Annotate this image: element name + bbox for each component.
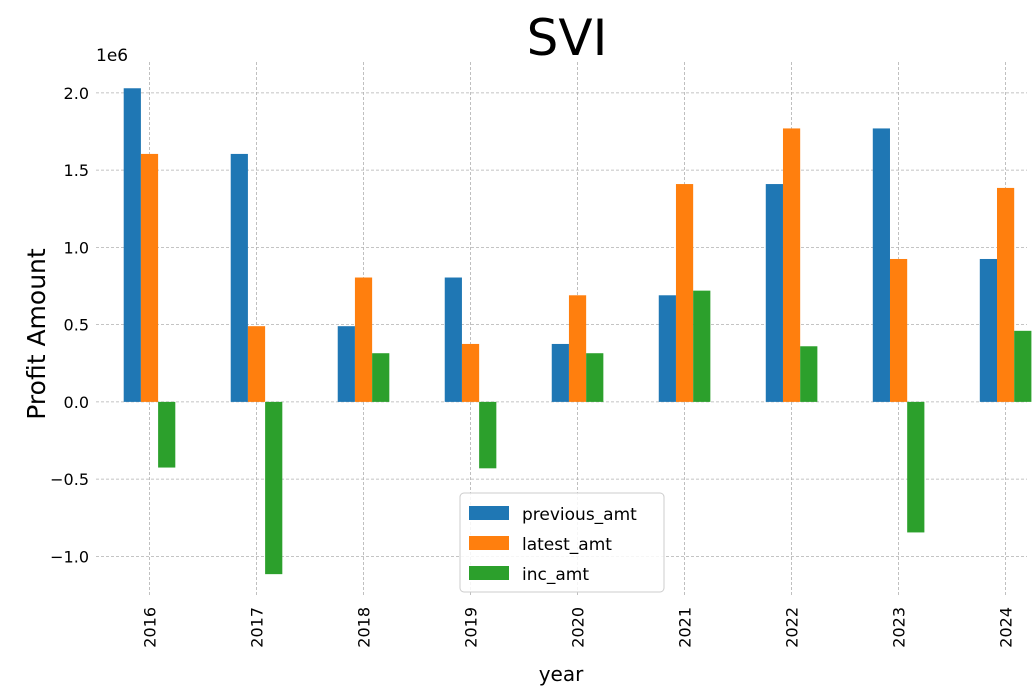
bar-previous_amt-2024 [979,258,997,402]
y-tick-label: 2.0 [64,84,89,103]
x-tick-label: 2018 [355,607,374,648]
y-axis-ticks: 2.0 1.5 1.0 0.5 0.0 −0.5 −1.0 [50,84,89,566]
bar-latest_amt-2024 [996,187,1015,402]
x-axis-label: year [539,662,584,686]
x-tick-label: 2024 [997,607,1016,648]
bar-inc_amt-2017 [265,401,283,575]
x-tick-label: 2017 [248,607,267,648]
x-tick-label: 2023 [890,607,909,648]
legend-swatch-inc_amt [469,566,509,580]
legend-label-latest_amt: latest_amt [522,535,612,555]
chart-title: SVI [527,9,608,67]
bar-latest_amt-2019 [461,343,480,402]
x-tick-label: 2022 [783,607,802,648]
bar-inc_amt-2019 [479,401,497,469]
legend-swatch-latest_amt [469,536,509,550]
bar-inc_amt-2023 [907,401,925,533]
bar-inc_amt-2020 [586,353,604,402]
bar-previous_amt-2020 [551,343,569,402]
legend-label-previous_amt: previous_amt [522,505,637,525]
x-axis-ticks: 2016 2017 2018 2019 2020 2021 2022 2023 2024 [141,607,1016,648]
bar-latest_amt-2017 [247,326,266,402]
bar-previous_amt-2017 [230,153,248,402]
y-tick-label: 0.5 [64,316,89,335]
bar-inc_amt-2021 [693,290,711,402]
bar-latest_amt-2021 [675,184,694,402]
x-tick-label: 2019 [462,607,481,648]
bar-previous_amt-2022 [765,184,783,402]
y-tick-label: 1.5 [64,161,89,180]
bar-inc_amt-2018 [372,353,390,402]
bar-previous_amt-2019 [444,277,462,402]
bar-latest_amt-2016 [140,153,159,402]
bars [123,88,1032,575]
bar-latest_amt-2020 [568,295,587,402]
y-tick-label: −0.5 [50,470,89,489]
y-tick-label: 1.0 [64,238,89,257]
legend-swatch-previous_amt [469,506,509,520]
bar-previous_amt-2016 [123,88,141,402]
y-tick-label: 0.0 [64,393,89,412]
bar-latest_amt-2023 [889,258,908,402]
x-tick-label: 2020 [569,607,588,648]
y-axis-offset-label: 1e6 [96,46,128,66]
bar-inc_amt-2016 [158,401,176,468]
legend-label-inc_amt: inc_amt [522,565,589,585]
x-tick-label: 2021 [676,607,695,648]
x-tick-label: 2016 [141,607,160,648]
legend: previous_amt latest_amt inc_amt [459,492,665,593]
bar-previous_amt-2018 [337,326,355,402]
legend-box [459,492,665,593]
bar-inc_amt-2022 [800,346,818,402]
bar-inc_amt-2024 [1014,330,1032,402]
bar-previous_amt-2021 [658,295,676,402]
bar-latest_amt-2018 [354,277,373,402]
y-axis-label: Profit Amount [22,248,51,420]
bar-previous_amt-2023 [872,128,890,402]
bar-latest_amt-2022 [782,128,801,402]
y-tick-label: −1.0 [50,547,89,566]
